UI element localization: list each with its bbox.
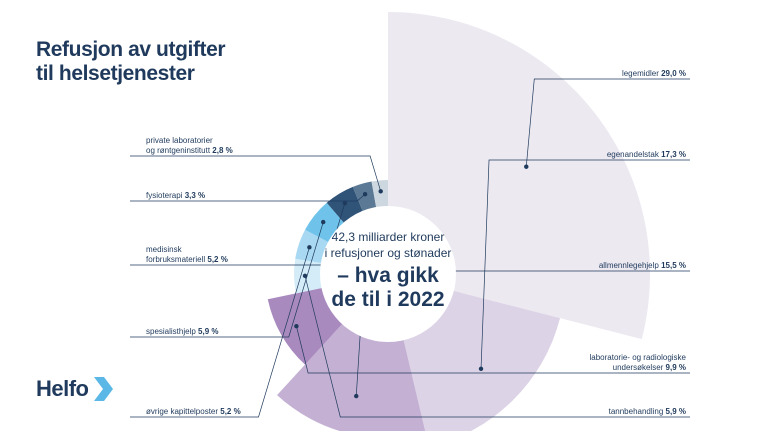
label-value-5: 5,2 % [218,407,241,416]
center-line-4: de til i 2022 [331,288,444,311]
title-line-1: Refusjon av utgifter [36,38,226,61]
label-text-3-0: laboratorie- og radiologiske [590,353,687,362]
label-text-3-1: undersøkelser [613,363,664,372]
center-line-2: i refusjoner og stønader [325,246,452,260]
leader-line-4 [304,275,690,418]
label-value-7: 5,2 % [205,255,228,264]
chart-labels: legemidler 29,0 % egenandelstak 17,3 % all… [146,69,687,416]
helfo-logo: Helfo [36,375,114,403]
label-text-2-0: allmennlegehjelp [599,261,660,270]
label-1: egenandelstak 17,3 % [607,150,686,159]
title-line-2: til helsetjenester [36,62,195,85]
slice-9 [371,180,388,210]
label-value-4: 5,9 % [663,407,686,416]
center-line-3: – hva gikk [337,264,439,287]
label-value-0: 29,0 % [659,69,686,78]
label-8: fysioterapi 3,3 % [146,191,205,200]
leader-line-0 [525,78,690,167]
leader-line-1 [480,159,690,369]
slice-2 [277,322,426,431]
label-value-3: 9,9 % [663,363,686,372]
leader-line-6 [130,222,324,338]
center-hole [320,206,456,342]
slice-5 [295,229,330,264]
center-text: 42,3 milliarder kroner i refusjoner og s… [325,230,452,311]
label-4: tannbehandling 5,9 % [609,407,686,416]
label-2: allmennlegehjelp 15,5 % [599,261,686,270]
leader-line-5 [130,247,310,418]
leader-line-3 [296,326,690,374]
label-value-2: 15,5 % [659,261,686,270]
label-9: private laboratorier og røntgeninstitutt … [146,136,233,155]
logo-text: Helfo [36,376,89,401]
label-text-8-0: fysioterapi [146,191,183,200]
label-5: øvrige kapittelposter 5,2 % [146,407,241,416]
label-value-9: 2,8 % [210,146,233,155]
label-text-0-0: legemidler [622,69,659,78]
slice-7 [326,186,364,224]
leader-line-9 [130,155,382,192]
label-text-5-0: øvrige kapittelposter [146,407,218,416]
label-text-4-0: tannbehandling [609,407,664,416]
label-value-8: 3,3 % [182,191,205,200]
chart-title: Refusjon av utgifter til helsetjenester [36,38,286,86]
label-7: medisinsk forbruksmateriell 5,2 % [146,245,228,264]
label-text-7-0: medisinsk [146,245,183,254]
label-value-1: 17,3 % [659,150,686,159]
label-value-6: 5,9 % [196,327,219,336]
leader-dot-4 [302,273,308,279]
leader-line-8 [130,193,366,202]
label-text-7-1: forbruksmateriell [146,255,205,264]
slice-3 [267,287,344,365]
label-text-9-0: private laboratorier [146,136,213,145]
label-3: laboratorie- og radiologiske undersøkelse… [590,353,687,372]
label-text-6-0: spesialisthjelp [146,327,196,336]
slice-8 [352,181,377,213]
label-text-9-1: og røntgeninstitutt [146,146,211,155]
center-line-1: 42,3 milliarder kroner [332,230,445,244]
label-text-1-0: egenandelstak [607,150,660,159]
label-6: spesialisthjelp 5,9 % [146,327,219,336]
slice-4 [294,258,324,294]
label-0: legemidler 29,0 % [622,69,686,78]
chevron-arrow-icon [93,377,113,401]
